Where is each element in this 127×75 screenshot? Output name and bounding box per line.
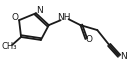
Text: CH₃: CH₃ — [1, 42, 17, 51]
Text: O: O — [12, 13, 19, 22]
Text: NH: NH — [57, 13, 70, 22]
Text: N: N — [120, 52, 126, 61]
Text: N: N — [36, 6, 43, 15]
Text: O: O — [86, 35, 93, 44]
